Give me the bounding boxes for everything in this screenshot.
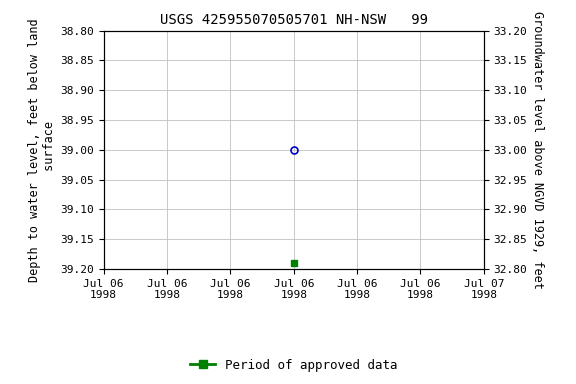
Legend: Period of approved data: Period of approved data (185, 354, 403, 377)
Title: USGS 425955070505701 NH-NSW   99: USGS 425955070505701 NH-NSW 99 (160, 13, 428, 27)
Y-axis label: Groundwater level above NGVD 1929, feet: Groundwater level above NGVD 1929, feet (531, 11, 544, 289)
Y-axis label: Depth to water level, feet below land
 surface: Depth to water level, feet below land su… (28, 18, 56, 281)
